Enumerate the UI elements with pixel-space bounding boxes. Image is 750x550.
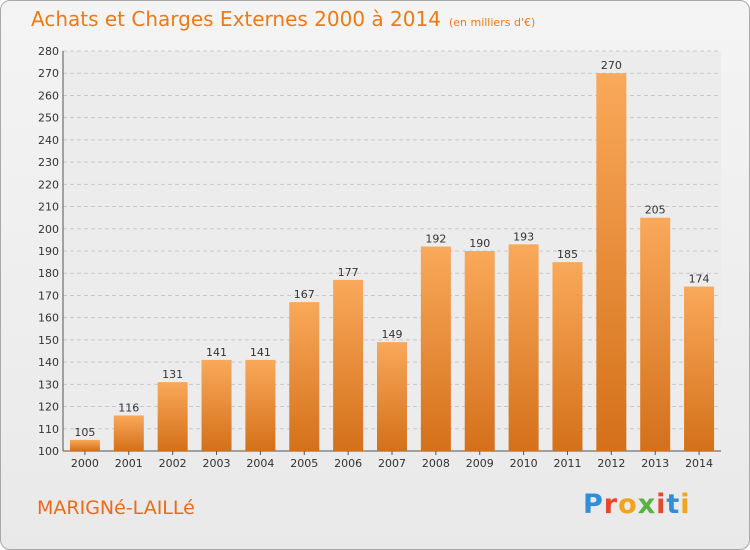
bar-value-label: 131 — [162, 368, 183, 381]
chart-title: Achats et Charges Externes 2000 à 2014 (e… — [31, 7, 535, 31]
logo-letter: r — [603, 489, 619, 520]
x-tick-label: 2001 — [115, 457, 143, 470]
logo-letter: i — [680, 489, 691, 520]
logo-letter: t — [666, 489, 681, 520]
bar-value-label: 270 — [601, 59, 622, 72]
bar — [201, 359, 232, 451]
x-tick-label: 2009 — [466, 457, 494, 470]
bar — [333, 279, 364, 451]
x-tick-label: 2000 — [71, 457, 99, 470]
bar-value-label: 174 — [689, 273, 710, 286]
bar — [464, 251, 495, 451]
commune-name: MARIGNé-LAILLé — [37, 497, 195, 519]
x-tick-label: 2002 — [159, 457, 187, 470]
chart-title-text: Achats et Charges Externes 2000 à 2014 — [31, 7, 441, 31]
chart-subtitle: (en milliers d'€) — [448, 16, 536, 29]
y-tick-label: 250 — [38, 112, 59, 125]
x-tick-label: 2006 — [334, 457, 362, 470]
x-tick-label: 2010 — [510, 457, 538, 470]
y-tick-label: 150 — [38, 334, 59, 347]
bar — [596, 73, 627, 451]
bar — [157, 382, 188, 451]
bar — [289, 302, 320, 451]
x-tick-label: 2011 — [553, 457, 581, 470]
bar-value-label: 149 — [382, 328, 403, 341]
bar-value-label: 177 — [338, 266, 359, 279]
y-tick-label: 160 — [38, 312, 59, 325]
logo-letter: o — [618, 489, 638, 520]
x-tick-label: 2012 — [597, 457, 625, 470]
bar-value-label: 185 — [557, 248, 578, 261]
proxiti-logo: Proxiti — [583, 489, 691, 520]
y-tick-label: 240 — [38, 134, 59, 147]
x-tick-label: 2004 — [246, 457, 274, 470]
y-tick-label: 220 — [38, 178, 59, 191]
bar — [420, 246, 451, 451]
y-tick-label: 280 — [38, 45, 59, 58]
logo-letter: x — [637, 489, 657, 520]
x-tick-label: 2005 — [290, 457, 318, 470]
bar — [245, 359, 276, 451]
x-tick-label: 2008 — [422, 457, 450, 470]
bar-value-label: 205 — [645, 204, 666, 217]
x-tick-label: 2007 — [378, 457, 406, 470]
y-tick-label: 110 — [38, 423, 59, 436]
y-tick-label: 140 — [38, 356, 59, 369]
bar-value-label: 141 — [250, 346, 271, 359]
y-tick-label: 100 — [38, 445, 59, 458]
x-tick-label: 2013 — [641, 457, 669, 470]
y-tick-label: 230 — [38, 156, 59, 169]
bar — [552, 262, 583, 451]
bar-value-label: 190 — [469, 237, 490, 250]
bar — [508, 244, 539, 451]
bar-value-label: 116 — [118, 401, 139, 414]
logo-letter: P — [583, 489, 604, 520]
y-tick-label: 200 — [38, 223, 59, 236]
bar — [684, 286, 715, 451]
y-tick-label: 130 — [38, 378, 59, 391]
bar-value-label: 193 — [513, 230, 534, 243]
bar — [69, 439, 100, 451]
y-tick-label: 260 — [38, 89, 59, 102]
y-tick-label: 270 — [38, 67, 59, 80]
bar — [377, 342, 407, 451]
bar-value-label: 105 — [74, 426, 95, 439]
x-tick-label: 2003 — [203, 457, 231, 470]
bar-value-label: 141 — [206, 346, 227, 359]
y-tick-label: 180 — [38, 267, 59, 280]
y-tick-label: 190 — [38, 245, 59, 258]
logo-letter: i — [656, 489, 667, 520]
bar-value-label: 167 — [294, 288, 315, 301]
y-tick-label: 120 — [38, 401, 59, 414]
bar — [113, 415, 144, 451]
y-tick-label: 210 — [38, 201, 59, 214]
y-tick-label: 170 — [38, 289, 59, 302]
x-tick-label: 2014 — [685, 457, 713, 470]
bar — [640, 217, 671, 451]
bar-value-label: 192 — [425, 233, 446, 246]
